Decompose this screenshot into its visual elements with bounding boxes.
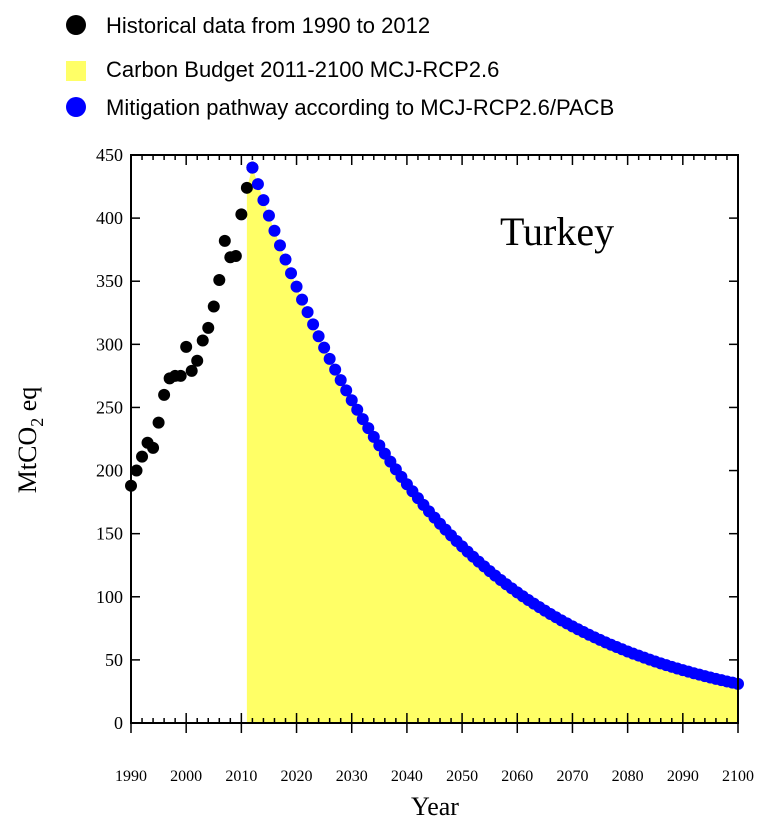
pathway-point [323,352,336,365]
legend-marker-pathway [66,97,86,117]
historical-point [147,441,160,454]
x-tick-label: 2040 [391,768,423,785]
historical-point [185,364,198,377]
historical-point [174,369,187,382]
y-tick-label: 300 [96,334,123,354]
pathway-point [257,194,270,207]
x-tick-label: 2070 [556,768,588,785]
pathway-point [318,341,331,354]
pathway-point [268,224,281,237]
y-tick-label: 50 [105,650,123,670]
legend-label-pathway: Mitigation pathway according to MCJ-RCP2… [106,95,614,120]
y-axis-title-subscript: 2 [27,418,47,427]
chart-title: Turkey [500,209,614,254]
pathway-point [290,280,303,293]
pathway-point [296,293,309,306]
pathway-point [367,430,380,443]
historical-point [213,273,226,286]
pathway-point [262,209,275,222]
plot-frame [130,154,739,724]
y-tick-label: 200 [96,461,123,481]
historical-point [218,234,231,247]
pathway-point [329,363,342,376]
pathway-point [356,413,369,426]
budget-area-layer [246,167,738,724]
pathway-point [285,267,298,280]
historical-points [125,161,259,492]
y-axis-title: MtCO2 eq [13,387,47,494]
x-tick-label: 2030 [336,768,368,785]
legend-marker-budget [66,61,86,81]
legend-label-budget: Carbon Budget 2011-2100 MCJ-RCP2.6 [106,57,499,82]
pathway-point [246,161,259,174]
historical-point [240,181,253,194]
pathway-point [345,394,358,407]
legend: Historical data from 1990 to 2012 Carbon… [66,13,614,120]
pathway-point [273,239,286,252]
historical-point [202,321,215,334]
y-tick-label: 350 [96,271,123,291]
y-tick-label: 450 [96,145,123,165]
pathway-point [251,178,264,191]
x-tick-label: 1990 [115,768,147,785]
pathway-point [340,384,353,397]
y-tick-label: 250 [96,397,123,417]
y-axis-title-main: MtCO [13,427,42,493]
pathway-point [351,403,364,416]
pathway-point [334,374,347,387]
x-tick-label: 2020 [281,768,313,785]
x-tick-label: 2010 [225,768,257,785]
historical-point [191,354,204,367]
historical-point [196,334,209,347]
x-axis-title: Year [411,792,459,820]
x-tick-label: 2000 [170,768,202,785]
historical-point [152,416,165,429]
pathway-point [301,306,314,319]
x-tick-label: 2090 [667,768,699,785]
pathway-point [312,330,325,343]
x-axis-ticks: 1990 2000 2010 2020 2030 2040 2050 2060 2070 2080… [115,155,754,785]
historical-point [158,388,171,401]
historical-point [136,450,149,463]
y-tick-label: 150 [96,524,123,544]
x-tick-label: 2060 [501,768,533,785]
y-tick-label: 0 [114,713,123,733]
y-axis-ticks: 0 50 100 150 200 250 300 350 400 450 [96,145,738,733]
pathway-point [307,318,320,331]
legend-marker-historical [66,15,86,35]
historical-point [235,208,248,221]
budget-area [246,167,738,724]
x-tick-label: 2080 [612,768,644,785]
historical-point [207,300,220,313]
pathway-point [362,422,375,435]
pathway-point [279,253,292,266]
y-axis-title-tail: eq [13,387,42,418]
historical-point [180,340,193,353]
historical-point [229,249,242,262]
x-tick-label: 2050 [446,768,478,785]
y-tick-label: 100 [96,587,123,607]
y-tick-label: 400 [96,208,123,228]
x-tick-label: 2100 [722,768,754,785]
pathway-points [246,161,744,690]
legend-label-historical: Historical data from 1990 to 2012 [106,13,430,38]
